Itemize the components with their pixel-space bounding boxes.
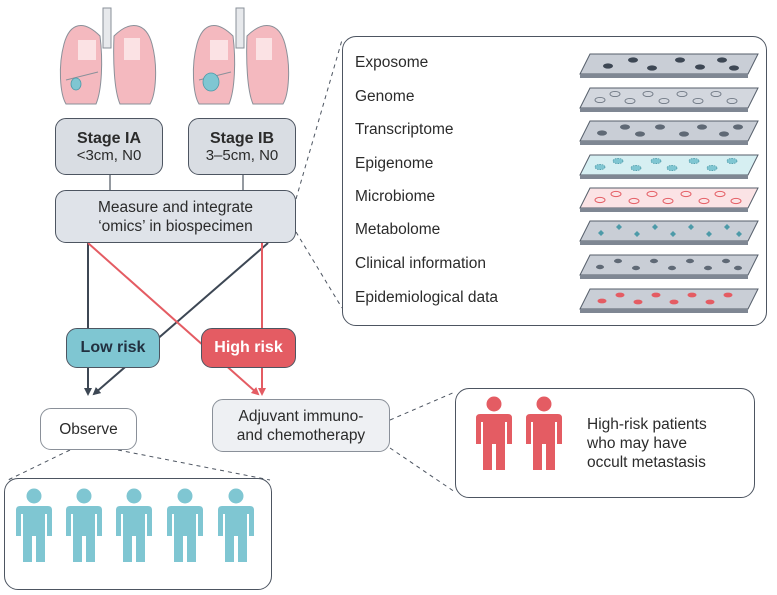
- measure-integrate-box: Measure and integrate ‘omics’ in biospeci…: [55, 190, 296, 243]
- adjuvant-box: Adjuvant immuno-and chemotherapy: [212, 399, 390, 452]
- omics-label-epigenome: Epigenome: [355, 155, 434, 172]
- high-risk-patients-panel: High-risk patients who may have occult m…: [455, 388, 755, 498]
- stage-ia-detail: <3cm, N0: [76, 146, 142, 164]
- adjuvant-line1: Adjuvant immuno-: [238, 407, 364, 425]
- observe-label: Observe: [59, 420, 118, 438]
- high-risk-note-line1: High-risk patients: [587, 416, 707, 433]
- high-risk-box: High risk: [201, 328, 296, 368]
- stage-ib-detail: 3–5cm, N0: [205, 146, 279, 164]
- dashed-connector: [7, 449, 71, 481]
- omics-label-metabolome: Metabolome: [355, 221, 441, 238]
- measure-line1: Measure and integrate: [97, 198, 254, 216]
- observe-box: Observe: [40, 408, 137, 450]
- omics-label-microbiome: Microbiome: [355, 188, 436, 205]
- dashed-connector: [117, 449, 271, 481]
- high-risk-note-line2: who may have: [587, 435, 687, 452]
- omics-panel: Exposome Genome Transcriptome Epigenome …: [342, 36, 767, 326]
- stage-ia-box: Stage IA <3cm, N0: [55, 118, 163, 175]
- stage-ib-box: Stage IB 3–5cm, N0: [188, 118, 296, 175]
- omics-label-epidemiological: Epidemiological data: [355, 289, 499, 306]
- lung-stage-ia-icon: [59, 7, 157, 105]
- omics-label-exposome: Exposome: [355, 54, 429, 71]
- adjuvant-line2: and chemotherapy: [236, 426, 366, 444]
- stage-ib-title: Stage IB: [209, 129, 274, 147]
- omics-label-genome: Genome: [355, 88, 415, 105]
- measure-line2: ‘omics’ in biospecimen: [98, 217, 253, 235]
- flow-arrow: [92, 242, 269, 396]
- dashed-connector: [389, 447, 456, 493]
- low-risk-patients-panel: [4, 478, 272, 590]
- low-risk-box: Low risk: [66, 328, 160, 368]
- omics-label-transcriptome: Transcriptome: [355, 121, 454, 138]
- dashed-connector: [295, 39, 343, 200]
- lung-stage-ib-icon: [192, 7, 290, 105]
- dashed-connector: [389, 391, 456, 421]
- stage-ia-title: Stage IA: [76, 129, 141, 147]
- dashed-connector: [295, 231, 343, 309]
- high-risk-label: High risk: [214, 339, 283, 356]
- omics-label-clinical: Clinical information: [355, 255, 486, 272]
- flow-arrow: [87, 242, 260, 396]
- high-risk-note-line3: occult metastasis: [587, 454, 706, 471]
- low-risk-label: Low risk: [80, 339, 146, 356]
